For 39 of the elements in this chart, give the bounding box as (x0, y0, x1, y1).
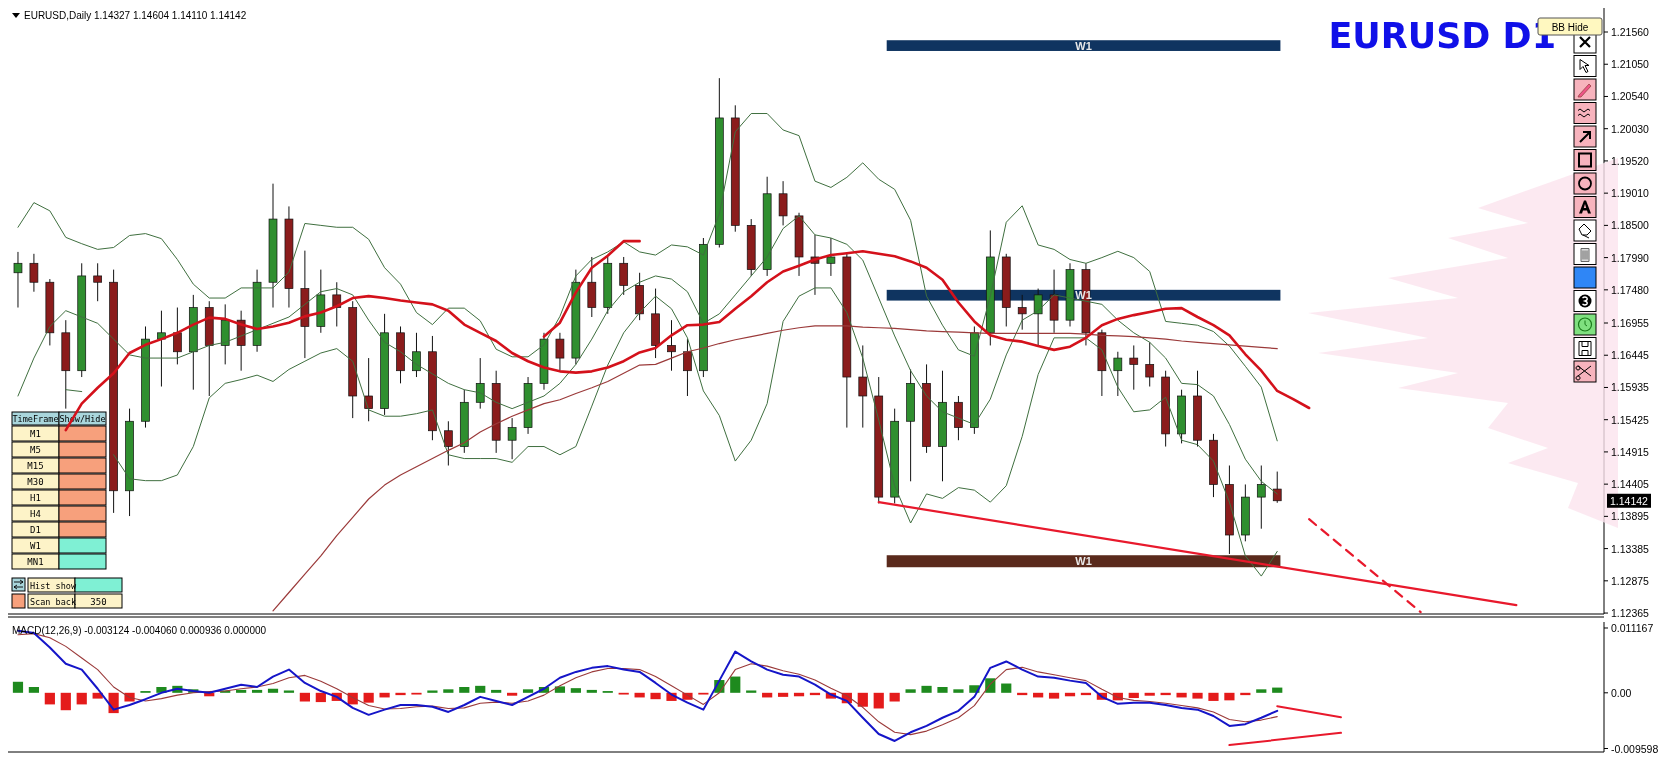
y-tick-label: 1.21050 (1611, 58, 1650, 71)
band-label: W1 (1075, 555, 1092, 568)
annotation: MN1 (27, 557, 44, 567)
y-tick-label: 1.19520 (1611, 154, 1650, 167)
annotation: H4 (30, 509, 41, 519)
y-tick-label: -0.009598 (1611, 742, 1659, 755)
y-tick-label: 1.13385 (1611, 542, 1650, 555)
annotation: TimeFrame (12, 414, 59, 424)
annotation: M15 (27, 461, 44, 471)
y-tick-label: 0.011167 (1611, 622, 1654, 634)
y-tick-label: 1.20030 (1611, 122, 1650, 135)
annotation: 1.14142 (1610, 494, 1649, 507)
y-tick-label: 1.19010 (1611, 187, 1650, 200)
y-tick-label: 1.21560 (1611, 26, 1650, 39)
y-tick-label: 1.20540 (1611, 90, 1650, 103)
y-tick-label: 1.15935 (1611, 381, 1650, 394)
annotation: W1 (30, 541, 41, 551)
y-tick-label: 1.17480 (1611, 283, 1650, 296)
y-tick-label: 1.14915 (1611, 445, 1650, 458)
annotation: D1 (30, 525, 41, 535)
y-tick-label: 1.14405 (1611, 478, 1650, 491)
y-tick-label: 1.16445 (1611, 349, 1650, 362)
y-tick-label: 1.18500 (1611, 219, 1650, 232)
annotation: M30 (27, 477, 44, 487)
y-tick-label: 1.17990 (1611, 251, 1650, 264)
annotation: 350 (90, 597, 107, 607)
annotation: BB Hide (1551, 21, 1589, 33)
y-tick-label: 1.12875 (1611, 574, 1650, 587)
chart-title: MACD(12,26,9) -0.003124 -0.004060 0.000936 0.000000 (12, 625, 267, 636)
chart-subtitle: EURUSD,Daily 1.14327 1.14604 1.14110 1.14142 (24, 10, 247, 21)
annotation: H1 (30, 493, 41, 503)
annotation: M1 (30, 429, 41, 439)
y-tick-label: 0.00 (1611, 686, 1632, 699)
y-tick-label: 1.13895 (1611, 510, 1650, 523)
y-tick-label: 1.15425 (1611, 413, 1650, 426)
annotation: M5 (30, 445, 41, 455)
y-tick-label: 1.12365 (1611, 607, 1650, 620)
band-label: W1 (1075, 39, 1092, 52)
y-tick-label: 1.16955 (1611, 317, 1650, 330)
